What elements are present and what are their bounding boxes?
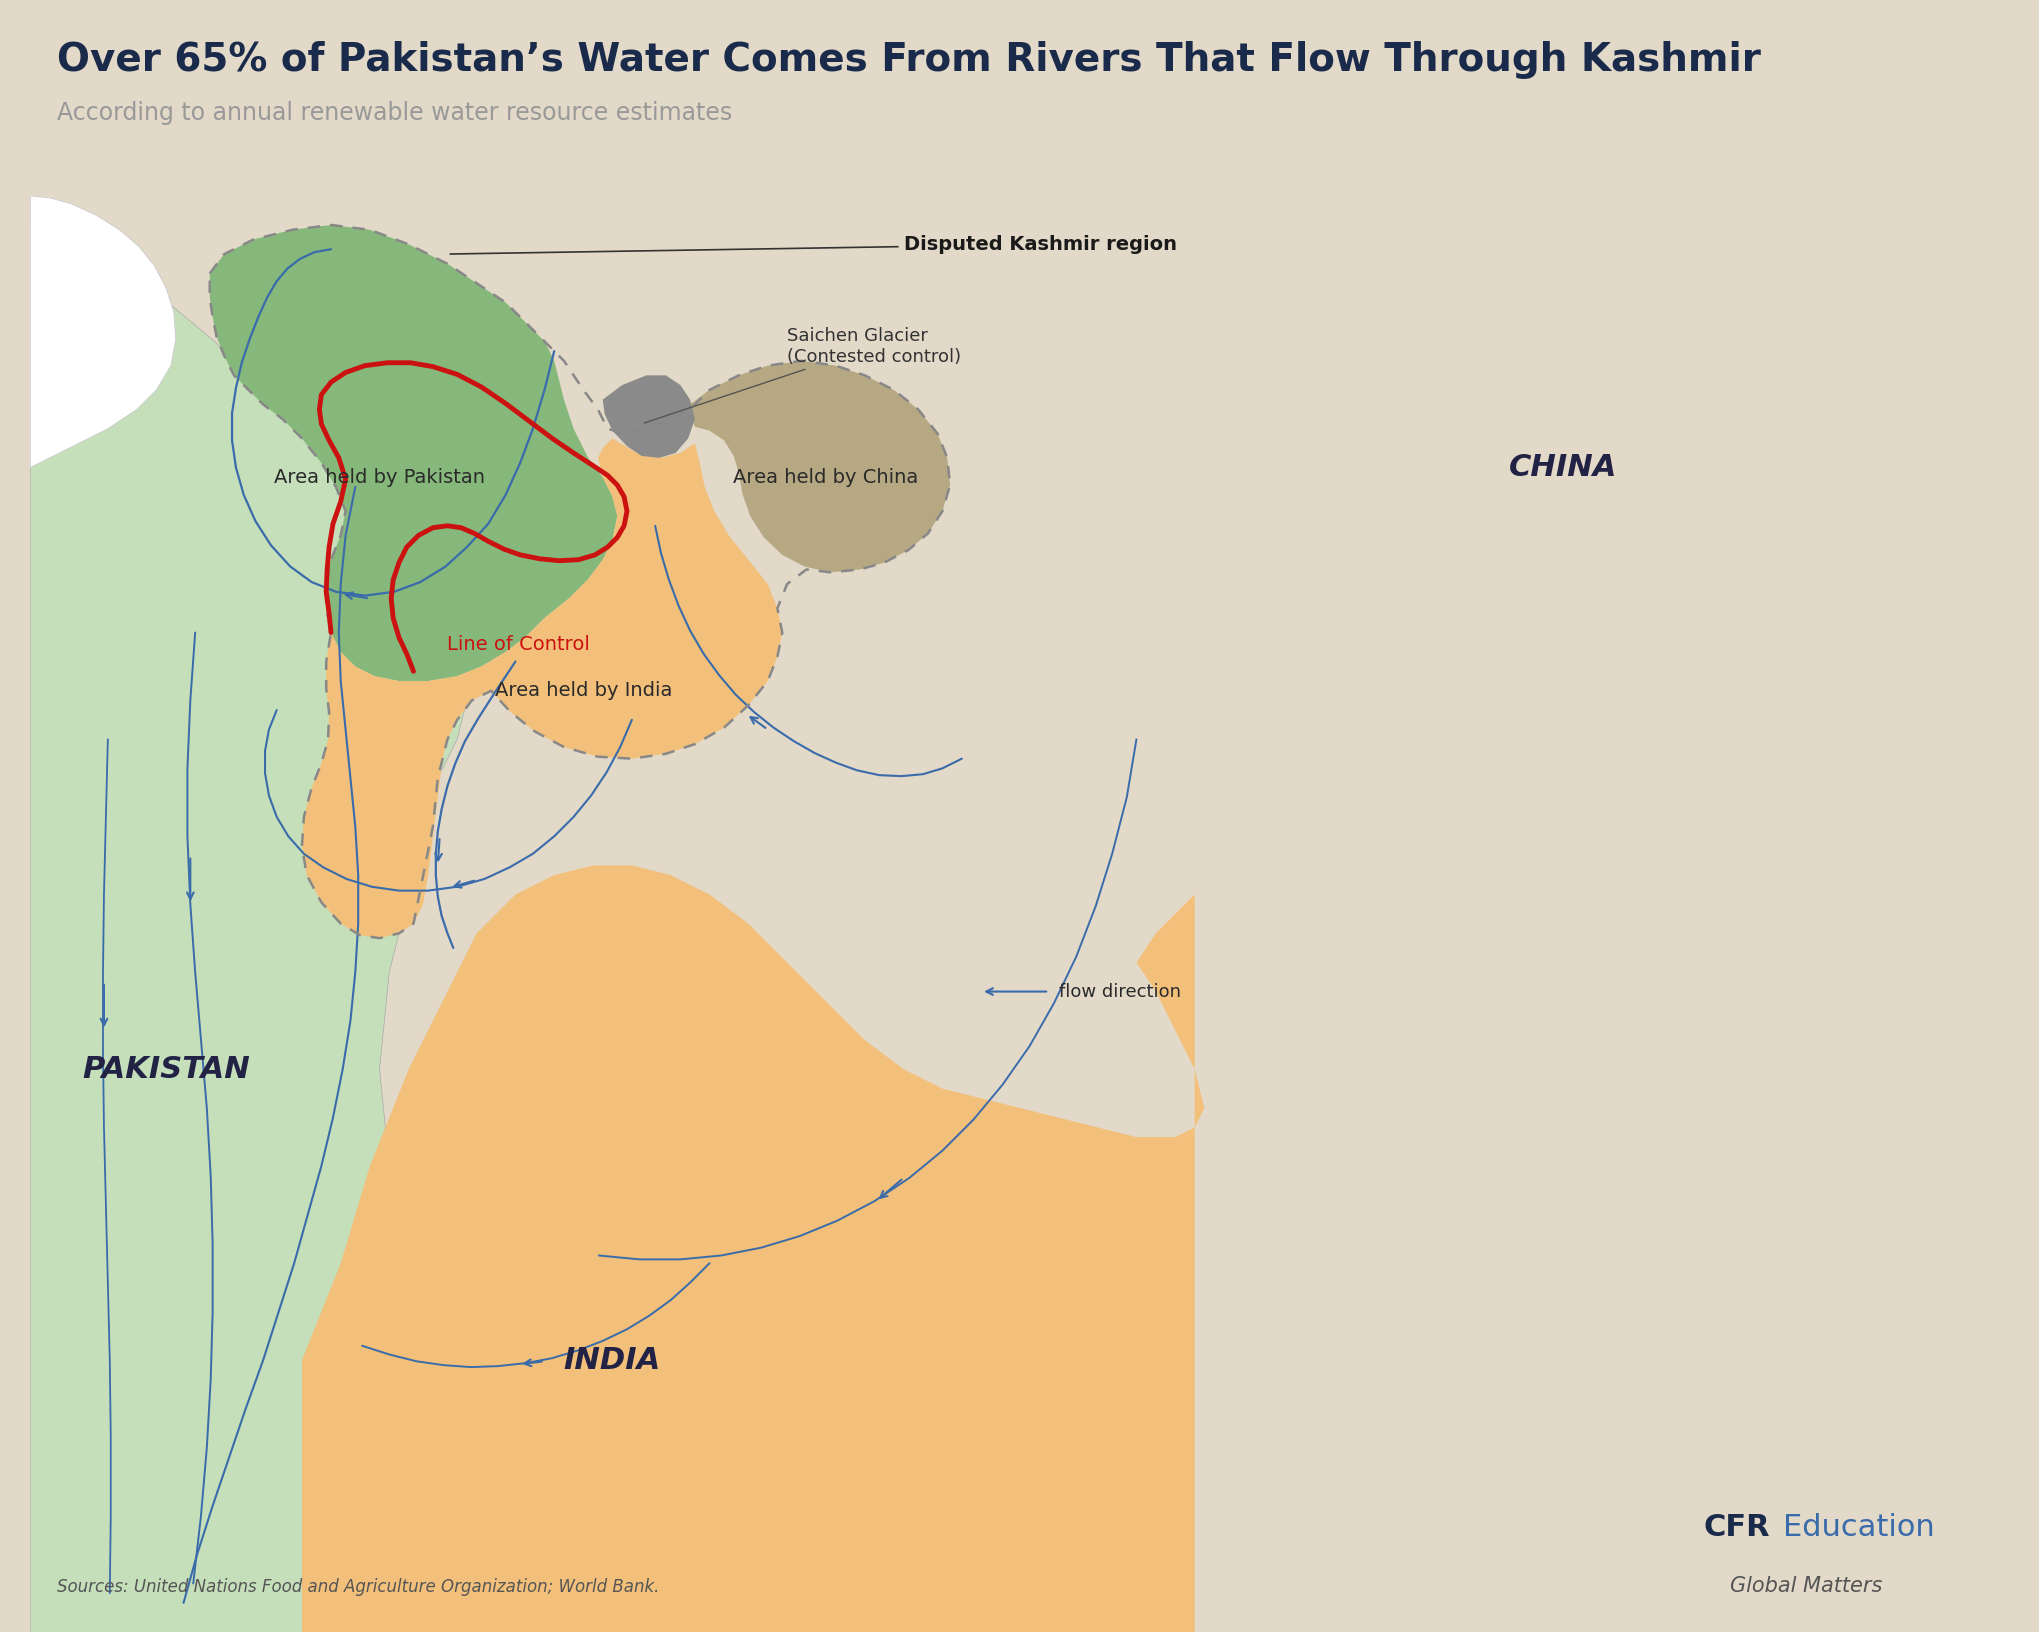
Polygon shape bbox=[302, 439, 781, 938]
Text: Over 65% of Pakistan’s Water Comes From Rivers That Flow Through Kashmir: Over 65% of Pakistan’s Water Comes From … bbox=[57, 41, 1760, 78]
Text: INDIA: INDIA bbox=[563, 1346, 661, 1374]
Polygon shape bbox=[31, 196, 175, 467]
Text: Saichen Glacier
(Contested control): Saichen Glacier (Contested control) bbox=[644, 326, 960, 423]
Text: Global Matters: Global Matters bbox=[1729, 1577, 1882, 1596]
Text: Area held by China: Area held by China bbox=[732, 468, 918, 486]
Text: Education: Education bbox=[1782, 1513, 1933, 1542]
Text: According to annual renewable water resource estimates: According to annual renewable water reso… bbox=[57, 101, 732, 126]
Text: Sources: United Nations Food and Agriculture Organization; World Bank.: Sources: United Nations Food and Agricul… bbox=[57, 1578, 659, 1596]
Text: flow direction: flow direction bbox=[1058, 982, 1181, 1000]
Polygon shape bbox=[602, 375, 695, 459]
Text: Area held by India: Area held by India bbox=[493, 681, 671, 700]
Polygon shape bbox=[210, 225, 618, 681]
Polygon shape bbox=[302, 865, 1203, 1632]
Text: CFR: CFR bbox=[1703, 1513, 1770, 1542]
Text: Disputed Kashmir region: Disputed Kashmir region bbox=[451, 235, 1177, 255]
Polygon shape bbox=[31, 196, 467, 1632]
Text: Area held by Pakistan: Area held by Pakistan bbox=[273, 468, 485, 486]
Text: Line of Control: Line of Control bbox=[447, 635, 589, 654]
Polygon shape bbox=[689, 361, 950, 573]
Text: CHINA: CHINA bbox=[1509, 454, 1617, 481]
Text: PAKISTAN: PAKISTAN bbox=[82, 1054, 251, 1084]
